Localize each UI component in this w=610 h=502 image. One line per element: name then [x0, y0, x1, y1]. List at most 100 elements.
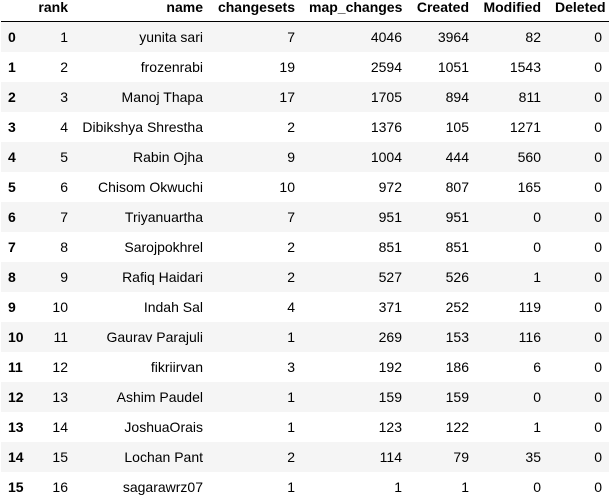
map-changes-cell: 951: [302, 202, 409, 232]
column-header-deleted: Deleted: [548, 0, 609, 22]
map-changes-cell: 371: [302, 292, 409, 322]
row-index-cell: 13: [1, 412, 31, 442]
created-cell: 894: [409, 82, 476, 112]
changesets-cell: 17: [210, 82, 302, 112]
map-changes-cell: 269: [302, 322, 409, 352]
deleted-cell: 0: [548, 232, 609, 262]
created-cell: 951: [409, 202, 476, 232]
deleted-cell: 0: [548, 172, 609, 202]
changesets-cell: 19: [210, 52, 302, 82]
column-header-changesets: changesets: [210, 0, 302, 22]
map-changes-cell: 123: [302, 412, 409, 442]
name-cell: Sarojpokhrel: [75, 232, 210, 262]
created-cell: 153: [409, 322, 476, 352]
map-changes-cell: 1376: [302, 112, 409, 142]
modified-cell: 116: [476, 322, 548, 352]
changesets-cell: 4: [210, 292, 302, 322]
row-index-cell: 4: [1, 142, 31, 172]
changesets-cell: 1: [210, 382, 302, 412]
changesets-cell: 3: [210, 352, 302, 382]
rank-cell: 11: [31, 322, 75, 352]
rank-cell: 3: [31, 82, 75, 112]
deleted-cell: 0: [548, 442, 609, 472]
column-header-created: Created: [409, 0, 476, 22]
modified-cell: 0: [476, 232, 548, 262]
created-cell: 79: [409, 442, 476, 472]
row-index-cell: 10: [1, 322, 31, 352]
changesets-cell: 2: [210, 112, 302, 142]
name-cell: frozenrabi: [75, 52, 210, 82]
deleted-cell: 0: [548, 52, 609, 82]
rank-cell: 2: [31, 52, 75, 82]
deleted-cell: 0: [548, 112, 609, 142]
name-cell: Rabin Ojha: [75, 142, 210, 172]
map-changes-cell: 851: [302, 232, 409, 262]
changesets-cell: 10: [210, 172, 302, 202]
changesets-cell: 1: [210, 322, 302, 352]
row-index-cell: 8: [1, 262, 31, 292]
changesets-cell: 2: [210, 442, 302, 472]
map-changes-cell: 2594: [302, 52, 409, 82]
modified-cell: 811: [476, 82, 548, 112]
rank-cell: 14: [31, 412, 75, 442]
table-header: rank name changesets map_changes Created…: [1, 0, 609, 22]
row-index-cell: 9: [1, 292, 31, 322]
row-index-cell: 5: [1, 172, 31, 202]
modified-cell: 1543: [476, 52, 548, 82]
deleted-cell: 0: [548, 262, 609, 292]
deleted-cell: 0: [548, 472, 609, 502]
map-changes-cell: 1705: [302, 82, 409, 112]
rank-cell: 6: [31, 172, 75, 202]
created-cell: 159: [409, 382, 476, 412]
rank-cell: 8: [31, 232, 75, 262]
created-cell: 807: [409, 172, 476, 202]
name-cell: Rafiq Haidari: [75, 262, 210, 292]
map-changes-cell: 972: [302, 172, 409, 202]
map-changes-cell: 114: [302, 442, 409, 472]
name-cell: yunita sari: [75, 22, 210, 53]
row-index-cell: 11: [1, 352, 31, 382]
rank-cell: 7: [31, 202, 75, 232]
rank-cell: 15: [31, 442, 75, 472]
map-changes-cell: 1: [302, 472, 409, 502]
deleted-cell: 0: [548, 322, 609, 352]
row-index-cell: 2: [1, 82, 31, 112]
changesets-cell: 1: [210, 412, 302, 442]
modified-cell: 0: [476, 472, 548, 502]
modified-cell: 1: [476, 412, 548, 442]
created-cell: 186: [409, 352, 476, 382]
rank-cell: 13: [31, 382, 75, 412]
created-cell: 122: [409, 412, 476, 442]
name-cell: Triyanuartha: [75, 202, 210, 232]
created-cell: 3964: [409, 22, 476, 53]
created-cell: 105: [409, 112, 476, 142]
row-index-cell: 14: [1, 442, 31, 472]
modified-cell: 165: [476, 172, 548, 202]
row-index-cell: 15: [1, 472, 31, 502]
changesets-cell: 1: [210, 472, 302, 502]
map-changes-cell: 192: [302, 352, 409, 382]
name-cell: fikriirvan: [75, 352, 210, 382]
row-index-cell: 12: [1, 382, 31, 412]
rank-cell: 9: [31, 262, 75, 292]
name-cell: Chisom Okwuchi: [75, 172, 210, 202]
row-index-cell: 3: [1, 112, 31, 142]
rank-cell: 10: [31, 292, 75, 322]
modified-cell: 35: [476, 442, 548, 472]
rank-cell: 4: [31, 112, 75, 142]
name-cell: Indah Sal: [75, 292, 210, 322]
name-cell: Gaurav Parajuli: [75, 322, 210, 352]
created-cell: 444: [409, 142, 476, 172]
